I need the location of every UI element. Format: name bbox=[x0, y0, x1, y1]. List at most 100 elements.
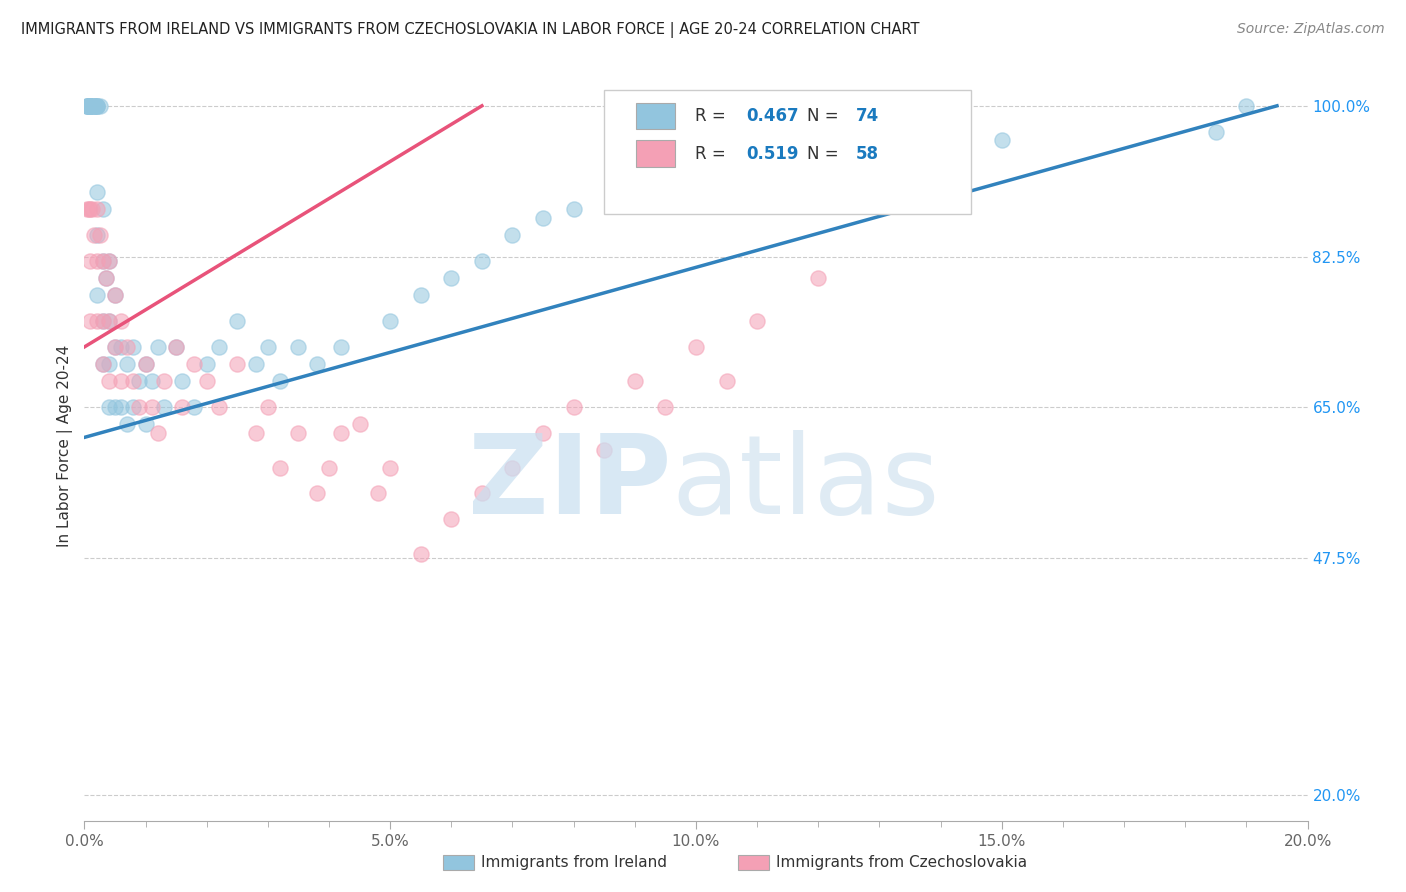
Text: ZIP: ZIP bbox=[468, 430, 672, 537]
Point bbox=[367, 486, 389, 500]
Point bbox=[380, 314, 402, 328]
Point bbox=[91, 253, 114, 268]
Point bbox=[172, 375, 194, 389]
Point bbox=[269, 460, 291, 475]
Point bbox=[531, 426, 554, 441]
Point bbox=[97, 314, 120, 328]
Point bbox=[562, 202, 585, 216]
Point bbox=[716, 375, 738, 389]
Point bbox=[562, 401, 585, 415]
Point bbox=[747, 314, 769, 328]
Point bbox=[79, 99, 101, 113]
Point bbox=[654, 401, 676, 415]
Point bbox=[76, 99, 98, 113]
Text: N =: N = bbox=[807, 107, 844, 125]
Point bbox=[183, 357, 205, 371]
Point bbox=[624, 375, 647, 389]
Point bbox=[226, 357, 249, 371]
Point bbox=[305, 357, 328, 371]
Point bbox=[1205, 125, 1227, 139]
Point bbox=[83, 99, 105, 113]
Point bbox=[269, 375, 291, 389]
Point bbox=[83, 99, 105, 113]
Point bbox=[79, 99, 101, 113]
Point bbox=[135, 357, 157, 371]
Point bbox=[86, 202, 108, 216]
Point bbox=[77, 99, 100, 113]
Point bbox=[330, 340, 353, 354]
Point bbox=[97, 401, 120, 415]
Point bbox=[79, 99, 101, 113]
Point bbox=[502, 460, 524, 475]
Point bbox=[76, 99, 98, 113]
Text: Source: ZipAtlas.com: Source: ZipAtlas.com bbox=[1237, 22, 1385, 37]
Point bbox=[226, 314, 249, 328]
Point bbox=[79, 99, 101, 113]
Point bbox=[86, 227, 108, 242]
Text: R =: R = bbox=[695, 107, 731, 125]
Point bbox=[97, 375, 120, 389]
Point bbox=[86, 99, 108, 113]
Point bbox=[471, 486, 494, 500]
Point bbox=[195, 375, 218, 389]
Point bbox=[86, 288, 108, 302]
Point bbox=[115, 340, 138, 354]
Point bbox=[153, 401, 176, 415]
Point bbox=[89, 227, 111, 242]
Point bbox=[141, 401, 163, 415]
Point bbox=[146, 426, 169, 441]
Point bbox=[624, 185, 647, 199]
Text: Immigrants from Czechoslovakia: Immigrants from Czechoslovakia bbox=[776, 855, 1028, 870]
Y-axis label: In Labor Force | Age 20-24: In Labor Force | Age 20-24 bbox=[58, 345, 73, 547]
Point bbox=[104, 340, 127, 354]
Point bbox=[80, 202, 103, 216]
Point bbox=[86, 185, 108, 199]
Point bbox=[77, 202, 100, 216]
Text: 58: 58 bbox=[856, 145, 879, 162]
Point bbox=[153, 375, 176, 389]
Point bbox=[208, 401, 231, 415]
Point bbox=[86, 314, 108, 328]
Point bbox=[141, 375, 163, 389]
Point bbox=[593, 443, 616, 458]
Point bbox=[86, 99, 108, 113]
Point bbox=[110, 314, 132, 328]
Point bbox=[115, 357, 138, 371]
Point bbox=[76, 202, 98, 216]
Point bbox=[83, 99, 105, 113]
Point bbox=[257, 401, 280, 415]
Point bbox=[257, 340, 280, 354]
Point bbox=[502, 227, 524, 242]
Point bbox=[97, 253, 120, 268]
Point bbox=[91, 253, 114, 268]
Point bbox=[869, 142, 891, 156]
Text: N =: N = bbox=[807, 145, 844, 162]
Point bbox=[318, 460, 340, 475]
Point bbox=[330, 426, 353, 441]
Point bbox=[91, 357, 114, 371]
Point bbox=[122, 340, 145, 354]
Point bbox=[287, 426, 309, 441]
Point bbox=[79, 99, 101, 113]
Text: Immigrants from Ireland: Immigrants from Ireland bbox=[481, 855, 666, 870]
Text: atlas: atlas bbox=[672, 430, 941, 537]
Point bbox=[685, 340, 707, 354]
Point bbox=[79, 314, 101, 328]
Point bbox=[409, 288, 432, 302]
Point bbox=[76, 99, 98, 113]
FancyBboxPatch shape bbox=[636, 103, 675, 129]
Point bbox=[91, 202, 114, 216]
Point bbox=[104, 288, 127, 302]
Point bbox=[97, 314, 120, 328]
Point bbox=[128, 401, 150, 415]
Point bbox=[91, 314, 114, 328]
Point bbox=[86, 99, 108, 113]
Point bbox=[747, 151, 769, 165]
Text: 74: 74 bbox=[856, 107, 880, 125]
Point bbox=[97, 357, 120, 371]
Point bbox=[79, 99, 101, 113]
Point bbox=[208, 340, 231, 354]
Point bbox=[79, 253, 101, 268]
Point bbox=[122, 401, 145, 415]
Point bbox=[991, 133, 1014, 147]
